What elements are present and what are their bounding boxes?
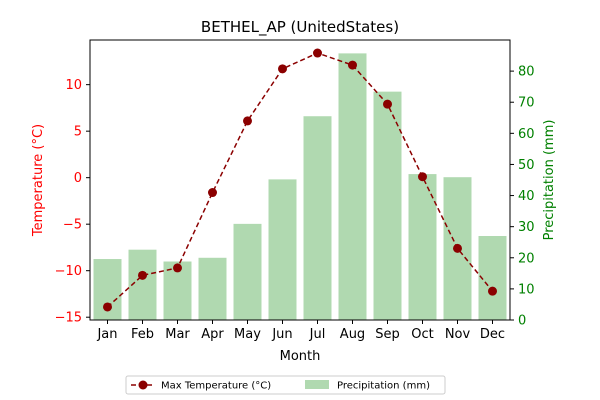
x-tick-label-nov: Nov xyxy=(445,327,471,342)
precipitation-bar-may xyxy=(233,223,262,320)
left-y-tick-label: −15 xyxy=(55,311,82,326)
plot-frame xyxy=(89,39,511,321)
legend: Max Temperature (°C) Precipitation (mm) xyxy=(125,375,446,395)
left-y-tick-label: 5 xyxy=(74,125,82,140)
left-y-axis-label: Temperature (°C) xyxy=(31,124,46,237)
legend-marker-swatch xyxy=(138,380,148,390)
x-tick-label-may: May xyxy=(234,327,261,342)
precipitation-bar-jul xyxy=(303,116,332,320)
right-y-axis-label: Precipitation (mm) xyxy=(542,120,557,241)
precipitation-bar-sep xyxy=(373,91,402,321)
right-y-tick-label: 40 xyxy=(518,189,535,204)
legend-label-precipitation: Precipitation (mm) xyxy=(337,381,430,392)
x-tick-label-sep: Sep xyxy=(375,327,400,342)
precipitation-bar-feb xyxy=(128,249,157,320)
left-y-tick-label: 10 xyxy=(65,78,82,93)
legend-bar-swatch xyxy=(305,380,329,389)
temperature-point-dec xyxy=(488,286,497,296)
temperature-point-oct xyxy=(418,172,427,182)
chart-title: BETHEL_AP (UnitedStates) xyxy=(201,18,399,37)
right-y-tick-label: 30 xyxy=(518,220,535,235)
right-y-tick-label: 10 xyxy=(518,282,535,297)
x-tick-label-mar: Mar xyxy=(165,327,190,342)
right-y-axis: 0 10 20 30 40 50 60 70 80 xyxy=(510,65,535,329)
x-tick-label-jun: Jun xyxy=(271,327,292,342)
temperature-point-jun xyxy=(278,64,287,74)
right-y-tick-label: 50 xyxy=(518,158,535,173)
right-y-tick-label: 20 xyxy=(518,251,535,266)
x-tick-label-feb: Feb xyxy=(131,327,154,342)
left-y-tick-label: −5 xyxy=(63,218,82,233)
legend-box xyxy=(125,375,446,395)
precipitation-bar-aug xyxy=(338,53,367,320)
temperature-point-aug xyxy=(348,60,357,70)
precipitation-bar-dec xyxy=(478,236,507,320)
x-tick-label-dec: Dec xyxy=(480,327,505,342)
temperature-point-nov xyxy=(453,243,462,253)
plot-border xyxy=(89,39,511,321)
right-y-tick-label: 80 xyxy=(518,65,535,80)
x-tick-label-jan: Jan xyxy=(96,327,117,342)
x-axis: Jan Feb Mar Apr May Jun Jul Aug Sep Oct Nov Dec xyxy=(96,320,505,342)
x-axis-label: Month xyxy=(280,349,321,364)
x-tick-label-apr: Apr xyxy=(201,327,224,342)
precipitation-bars xyxy=(93,53,507,321)
temperature-point-jan xyxy=(103,302,112,312)
right-y-tick-label: 70 xyxy=(518,96,535,111)
right-y-tick-label: 0 xyxy=(518,314,526,329)
left-y-tick-label: 0 xyxy=(74,171,82,186)
left-y-axis: −15 −10 −5 0 5 10 xyxy=(55,78,90,326)
temperature-point-sep xyxy=(383,99,392,109)
x-tick-label-aug: Aug xyxy=(340,327,365,342)
x-tick-label-oct: Oct xyxy=(411,327,433,342)
temperature-point-feb xyxy=(138,270,147,280)
precipitation-bar-oct xyxy=(408,174,437,320)
temperature-line-layer xyxy=(103,48,497,312)
right-y-tick-label: 60 xyxy=(518,127,535,142)
left-y-tick-label: −10 xyxy=(55,264,82,279)
legend-label-temperature: Max Temperature (°C) xyxy=(161,381,271,392)
temperature-point-apr xyxy=(208,188,217,198)
temperature-point-may xyxy=(243,116,252,126)
temperature-point-mar xyxy=(173,263,182,273)
precipitation-bar-apr xyxy=(198,257,227,320)
x-tick-label-jul: Jul xyxy=(309,327,326,342)
precipitation-bar-jun xyxy=(268,179,297,320)
temperature-line xyxy=(106,52,494,308)
temperature-point-jul xyxy=(313,48,322,58)
